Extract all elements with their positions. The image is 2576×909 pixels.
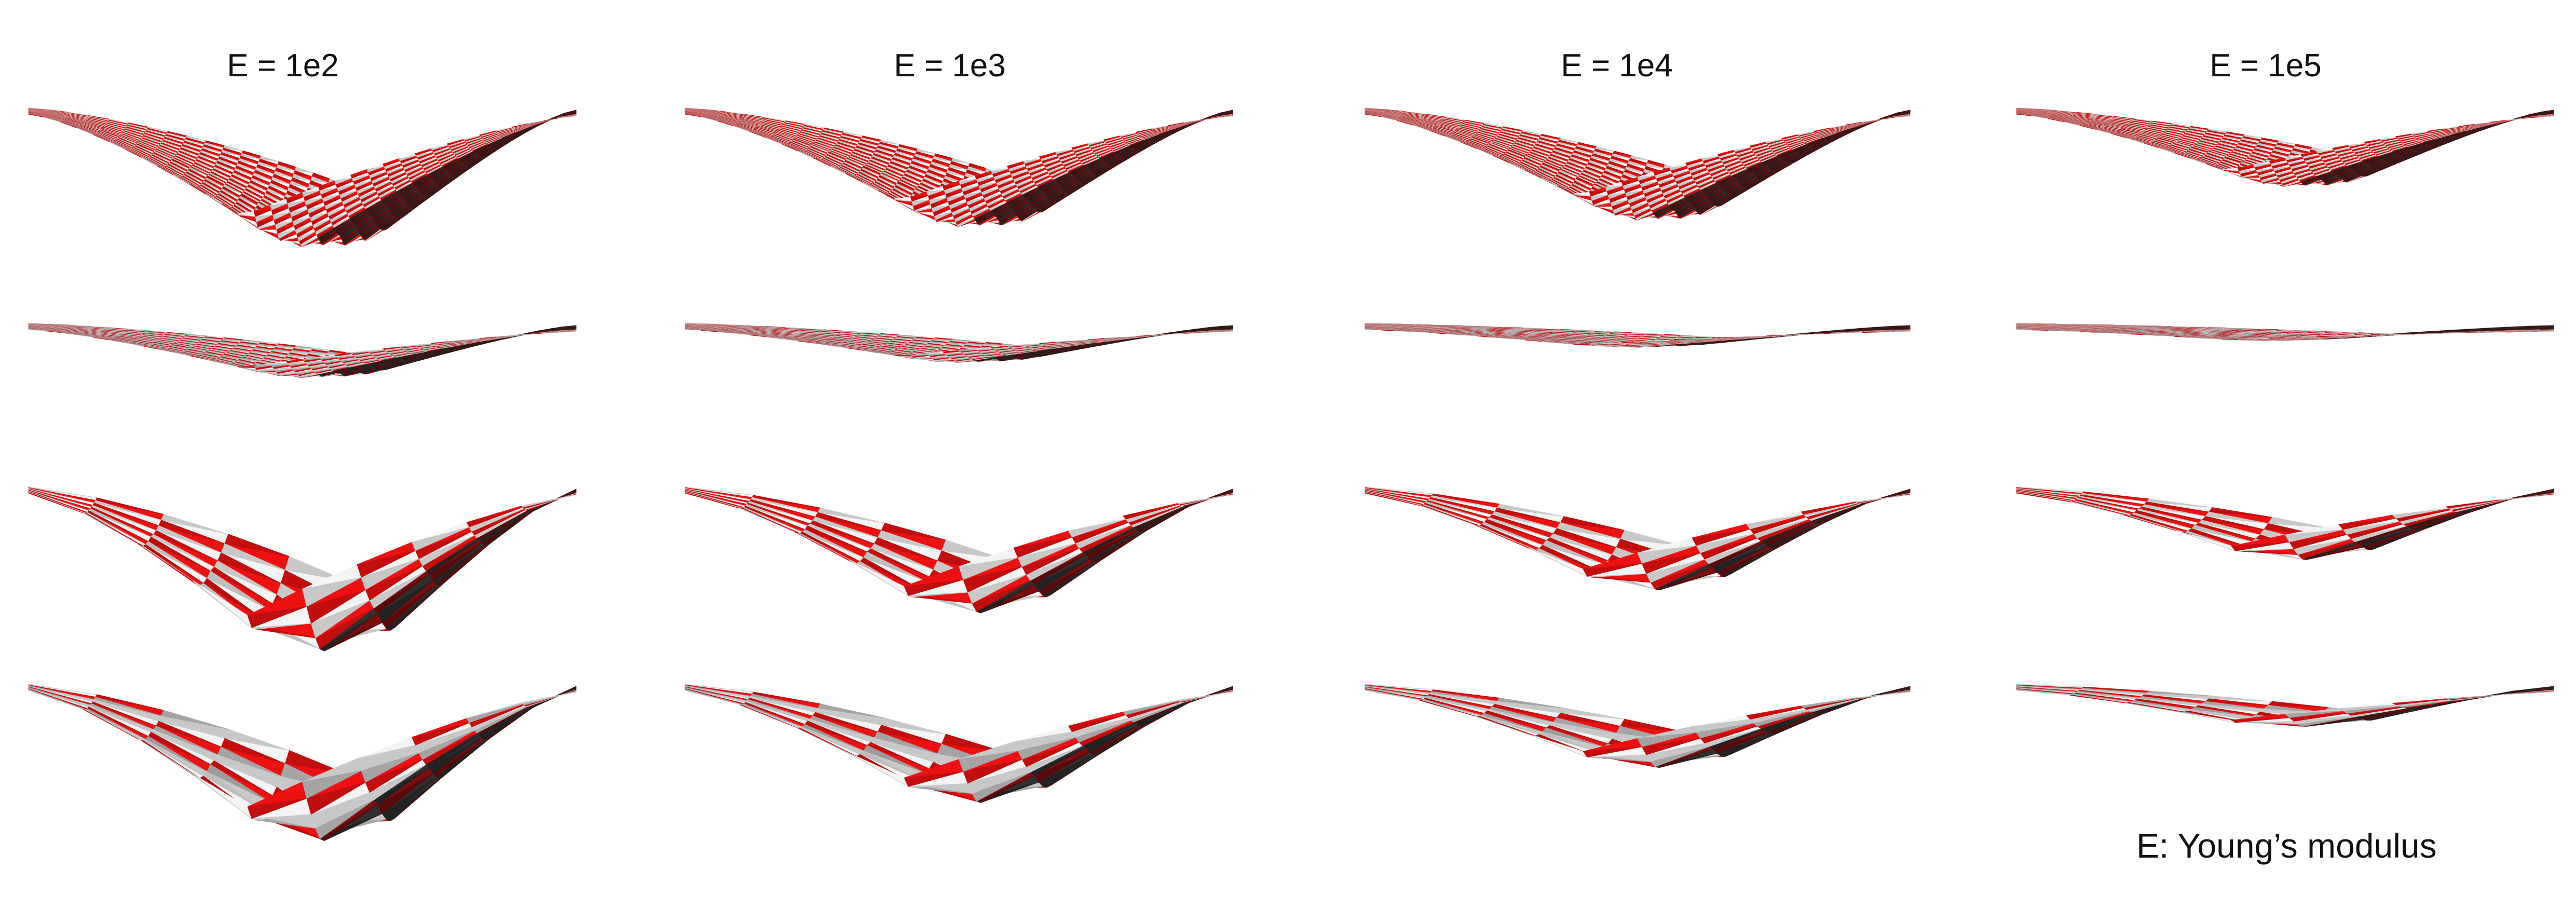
cloth-panel-coarse-stripe-col-2 xyxy=(685,684,1233,803)
cloth-panel-coarse-checker-col-2 xyxy=(685,486,1233,614)
cloth-panel-fine-checker-col-2 xyxy=(685,107,1233,227)
cloth-panel-fine-stripe-col-3 xyxy=(1365,323,1911,348)
cloth-panel-fine-checker-col-1 xyxy=(28,107,577,248)
cloth-panel-coarse-checker-col-1 xyxy=(28,486,577,652)
cloth-panel-coarse-checker-col-4 xyxy=(2016,486,2554,560)
cloth-panel-coarse-stripe-col-3 xyxy=(1365,684,1911,768)
cloth-panel-fine-checker-col-3 xyxy=(1365,107,1911,221)
cloth-panel-fine-stripe-col-2 xyxy=(685,323,1233,363)
cloth-panel-coarse-checker-col-3 xyxy=(1365,486,1911,591)
column-title-1: E = 1e2 xyxy=(227,50,338,82)
column-title-3: E = 1e4 xyxy=(1561,50,1672,82)
cloth-panel-fine-stripe-col-4 xyxy=(2016,323,2554,341)
cloth-panel-fine-stripe-col-1 xyxy=(28,323,577,378)
cloth-panel-coarse-stripe-col-1 xyxy=(28,684,577,842)
cloth-panel-fine-checker-col-4 xyxy=(2016,107,2554,187)
column-title-2: E = 1e3 xyxy=(894,50,1005,82)
cloth-panel-coarse-stripe-col-4 xyxy=(2016,684,2554,727)
column-title-4: E = 1e5 xyxy=(2210,50,2321,82)
figure-caption: E: Young’s modulus xyxy=(2136,829,2437,863)
